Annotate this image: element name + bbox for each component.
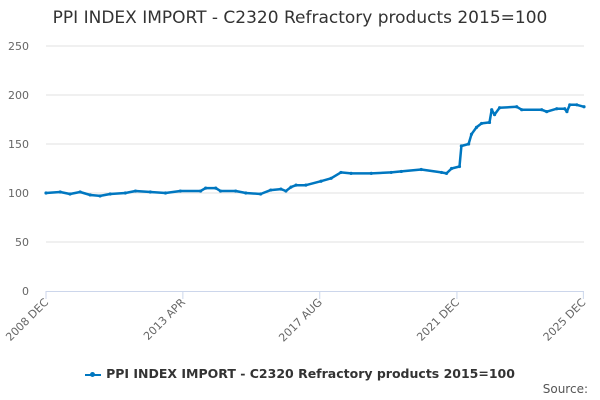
data-point (459, 144, 463, 148)
source-label: Source: (542, 382, 588, 396)
x-tick-label: 2008 DEC (3, 296, 51, 344)
data-point (399, 169, 403, 174)
data-point (329, 176, 333, 180)
data-point (279, 187, 283, 191)
data-point (204, 186, 208, 190)
data-point (449, 166, 454, 171)
data-point (294, 183, 298, 187)
data-point (568, 103, 572, 107)
data-point (108, 192, 112, 196)
data-point (389, 170, 393, 175)
data-point (490, 108, 494, 112)
y-tick-label: 50 (15, 236, 29, 249)
data-point (419, 167, 423, 172)
data-point (148, 190, 152, 194)
data-point (319, 179, 323, 183)
legend-swatch (85, 371, 102, 377)
data-point (545, 110, 549, 114)
data-point (178, 189, 182, 193)
data-point (492, 113, 497, 117)
data-point (304, 183, 308, 187)
y-tick-label: 200 (8, 89, 29, 102)
data-point (244, 191, 248, 195)
x-tick-label: 2025 DEC (541, 296, 589, 344)
x-tick-label: 2021 DEC (414, 296, 462, 344)
data-point (284, 189, 288, 193)
data-point (234, 189, 238, 193)
data-point (563, 107, 567, 111)
data-point (88, 193, 92, 197)
data-point (78, 190, 82, 194)
data-point (339, 170, 343, 175)
data-point (259, 192, 263, 196)
data-point (98, 194, 102, 198)
data-point (218, 189, 223, 193)
data-point (44, 191, 48, 195)
data-point (474, 125, 479, 129)
data-point (163, 191, 168, 195)
y-tick-label: 250 (8, 40, 29, 53)
data-point (349, 171, 353, 175)
y-tick-label: 0 (22, 285, 29, 298)
data-point (439, 170, 444, 175)
data-point (214, 186, 218, 190)
data-point (498, 106, 502, 110)
data-point (520, 108, 524, 112)
data-point (575, 103, 579, 107)
chart-title: PPI INDEX IMPORT - C2320 Refractory prod… (52, 8, 548, 28)
x-tick-label: 2013 APR (141, 296, 188, 343)
data-point (515, 105, 519, 109)
data-point (269, 188, 273, 192)
data-point (565, 110, 569, 114)
data-point (444, 171, 449, 175)
y-tick-label: 100 (8, 187, 29, 200)
data-point (487, 120, 492, 125)
data-point (123, 191, 127, 195)
data-point (457, 164, 462, 169)
data-point (289, 185, 293, 189)
data-point (479, 121, 484, 126)
y-tick-label: 150 (8, 138, 29, 151)
data-point (469, 132, 474, 136)
data-point (540, 108, 544, 112)
data-point (582, 105, 586, 109)
data-point (467, 142, 471, 146)
x-tick-label: 2017 AUG (276, 296, 325, 345)
data-point (58, 190, 62, 194)
data-point (198, 189, 203, 193)
legend-item[interactable]: PPI INDEX IMPORT - C2320 Refractory prod… (0, 366, 600, 381)
legend-label: PPI INDEX IMPORT - C2320 Refractory prod… (106, 366, 515, 381)
data-point (68, 192, 72, 196)
series-line (45, 103, 585, 198)
data-point (133, 189, 138, 193)
data-point (369, 171, 373, 175)
data-point (555, 107, 559, 111)
